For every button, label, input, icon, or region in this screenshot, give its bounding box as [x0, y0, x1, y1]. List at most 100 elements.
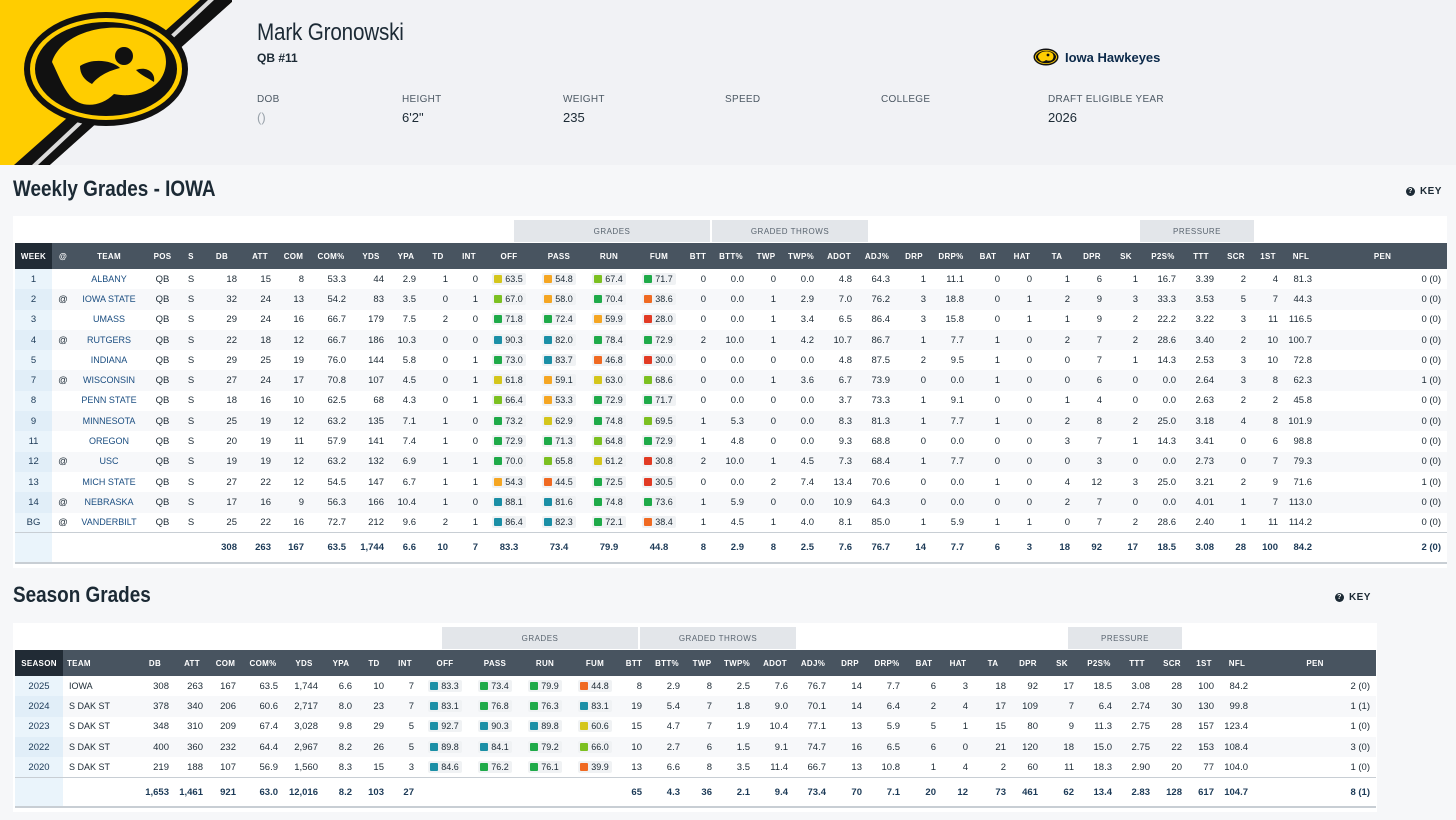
team-link[interactable]: WISCONSIN: [82, 375, 135, 386]
column-header-pen[interactable]: PEN: [1318, 243, 1447, 269]
column-header-ypa[interactable]: YPA: [324, 650, 358, 676]
column-header-btt-pct[interactable]: BTT%: [712, 243, 750, 269]
column-header-sk[interactable]: SK: [1044, 650, 1080, 676]
column-header-btt[interactable]: BTT: [684, 243, 712, 269]
cell-adj-pct: 85.0: [871, 516, 891, 528]
column-header-run[interactable]: RUN: [520, 650, 570, 676]
cell-twp: 8: [706, 680, 712, 692]
column-header-nfl[interactable]: NFL: [1284, 243, 1318, 269]
column-header-drp[interactable]: DRP: [896, 243, 932, 269]
column-header-1st[interactable]: 1ST: [1252, 243, 1284, 269]
column-header-yds[interactable]: YDS: [284, 650, 324, 676]
column-header-drp-pct[interactable]: DRP%: [868, 650, 906, 676]
team-link[interactable]: OREGON: [88, 436, 129, 447]
team-link[interactable]: VANDERBILT: [81, 516, 137, 527]
key-label[interactable]: KEY: [1349, 592, 1371, 603]
column-header-drp[interactable]: DRP: [832, 650, 868, 676]
column-header-nfl[interactable]: NFL: [1220, 650, 1254, 676]
column-header-team[interactable]: TEAM: [74, 243, 144, 269]
column-header-ta[interactable]: TA: [974, 650, 1012, 676]
column-header-adot[interactable]: ADOT: [820, 243, 858, 269]
column-header-dpr[interactable]: DPR: [1012, 650, 1044, 676]
column-header-pen[interactable]: PEN: [1254, 650, 1376, 676]
column-header-adj-pct[interactable]: ADJ%: [794, 650, 832, 676]
column-header-ttt[interactable]: TTT: [1182, 243, 1220, 269]
column-header-ttt[interactable]: TTT: [1118, 650, 1156, 676]
column-header-off[interactable]: OFF: [484, 243, 534, 269]
column-header-twp[interactable]: TWP: [686, 650, 718, 676]
column-header-yds[interactable]: YDS: [352, 243, 390, 269]
column-header-adot[interactable]: ADOT: [756, 650, 794, 676]
column-header-run[interactable]: RUN: [584, 243, 634, 269]
column-header-fum[interactable]: FUM: [634, 243, 684, 269]
column-header-s[interactable]: S: [181, 243, 201, 269]
column-header-bat[interactable]: BAT: [906, 650, 942, 676]
column-header-p2s-pct[interactable]: P2S%: [1144, 243, 1182, 269]
team-link[interactable]: INDIANA: [90, 354, 128, 365]
column-header-fum[interactable]: FUM: [570, 650, 620, 676]
column-header-p2s-pct[interactable]: P2S%: [1080, 650, 1118, 676]
column-header-int[interactable]: INT: [390, 650, 420, 676]
cell-hat: 0: [1026, 395, 1032, 407]
cell-twp-pct: 4.0: [800, 516, 814, 528]
column-header-hat[interactable]: HAT: [942, 650, 974, 676]
weekly-key-button[interactable]: ? KEY: [1406, 186, 1442, 197]
team-link[interactable]: MINNESOTA: [82, 415, 136, 426]
column-header-twp-pct[interactable]: TWP%: [782, 243, 820, 269]
column-header-td[interactable]: TD: [358, 650, 390, 676]
column-header-ta[interactable]: TA: [1038, 243, 1076, 269]
team-link[interactable]: USC: [99, 456, 119, 467]
column-header-pass[interactable]: PASS: [534, 243, 584, 269]
column-header-hat[interactable]: HAT: [1006, 243, 1038, 269]
column-header-td[interactable]: TD: [422, 243, 454, 269]
key-label[interactable]: KEY: [1420, 186, 1442, 197]
column-header-com-pct[interactable]: COM%: [310, 243, 352, 269]
column-header-com[interactable]: COM: [209, 650, 242, 676]
cell-adj-pct: 86.7: [858, 329, 896, 351]
column-header-at[interactable]: @: [52, 243, 74, 269]
column-header-week[interactable]: WEEK: [15, 243, 52, 269]
cell-hat: 3: [962, 680, 968, 692]
column-header-ypa[interactable]: YPA: [390, 243, 422, 269]
column-header-twp[interactable]: TWP: [750, 243, 782, 269]
column-header-int[interactable]: INT: [454, 243, 484, 269]
column-header-com-pct[interactable]: COM%: [242, 650, 284, 676]
column-header-btt[interactable]: BTT: [620, 650, 648, 676]
question-icon: ?: [1335, 593, 1344, 602]
team-link[interactable]: RUTGERS: [86, 334, 131, 345]
team-link[interactable]: NEBRASKA: [84, 496, 134, 507]
column-header-off[interactable]: OFF: [420, 650, 470, 676]
team-link[interactable]: UMASS: [92, 314, 125, 325]
cell-adot: 8.1: [838, 516, 852, 528]
column-header-bat[interactable]: BAT: [970, 243, 1006, 269]
column-header-att[interactable]: ATT: [175, 650, 209, 676]
column-header-com[interactable]: COM: [277, 243, 310, 269]
column-header-adj-pct[interactable]: ADJ%: [858, 243, 896, 269]
column-header-twp-pct[interactable]: TWP%: [718, 650, 756, 676]
column-header-pos[interactable]: POS: [144, 243, 181, 269]
column-header-db[interactable]: DB: [135, 650, 175, 676]
column-header-sk[interactable]: SK: [1108, 243, 1144, 269]
column-header-att[interactable]: ATT: [243, 243, 277, 269]
team-link[interactable]: Iowa Hawkeyes: [1033, 48, 1160, 66]
column-header-1st[interactable]: 1ST: [1188, 650, 1220, 676]
column-header-scr[interactable]: SCR: [1220, 243, 1252, 269]
season-key-button[interactable]: ? KEY: [1335, 592, 1371, 603]
team-link[interactable]: PENN STATE: [81, 395, 137, 406]
column-header-btt-pct[interactable]: BTT%: [648, 650, 686, 676]
column-header-pass[interactable]: PASS: [470, 650, 520, 676]
column-header-team[interactable]: TEAM: [63, 650, 135, 676]
team-link[interactable]: IOWA STATE: [82, 293, 136, 304]
column-header-scr[interactable]: SCR: [1156, 650, 1188, 676]
cell-com: 232: [209, 736, 242, 758]
total-fum: [570, 776, 620, 809]
column-header-dpr[interactable]: DPR: [1076, 243, 1108, 269]
team-name[interactable]: Iowa Hawkeyes: [1065, 49, 1161, 65]
column-header-db[interactable]: DB: [201, 243, 243, 269]
column-header-drp-pct[interactable]: DRP%: [932, 243, 970, 269]
team-link[interactable]: ALBANY: [91, 273, 127, 284]
team-link[interactable]: MICH STATE: [82, 476, 136, 487]
grade-value: 64.8: [605, 436, 623, 447]
column-header-season[interactable]: SEASON: [15, 650, 63, 676]
cell-ta: 17: [974, 696, 1012, 717]
